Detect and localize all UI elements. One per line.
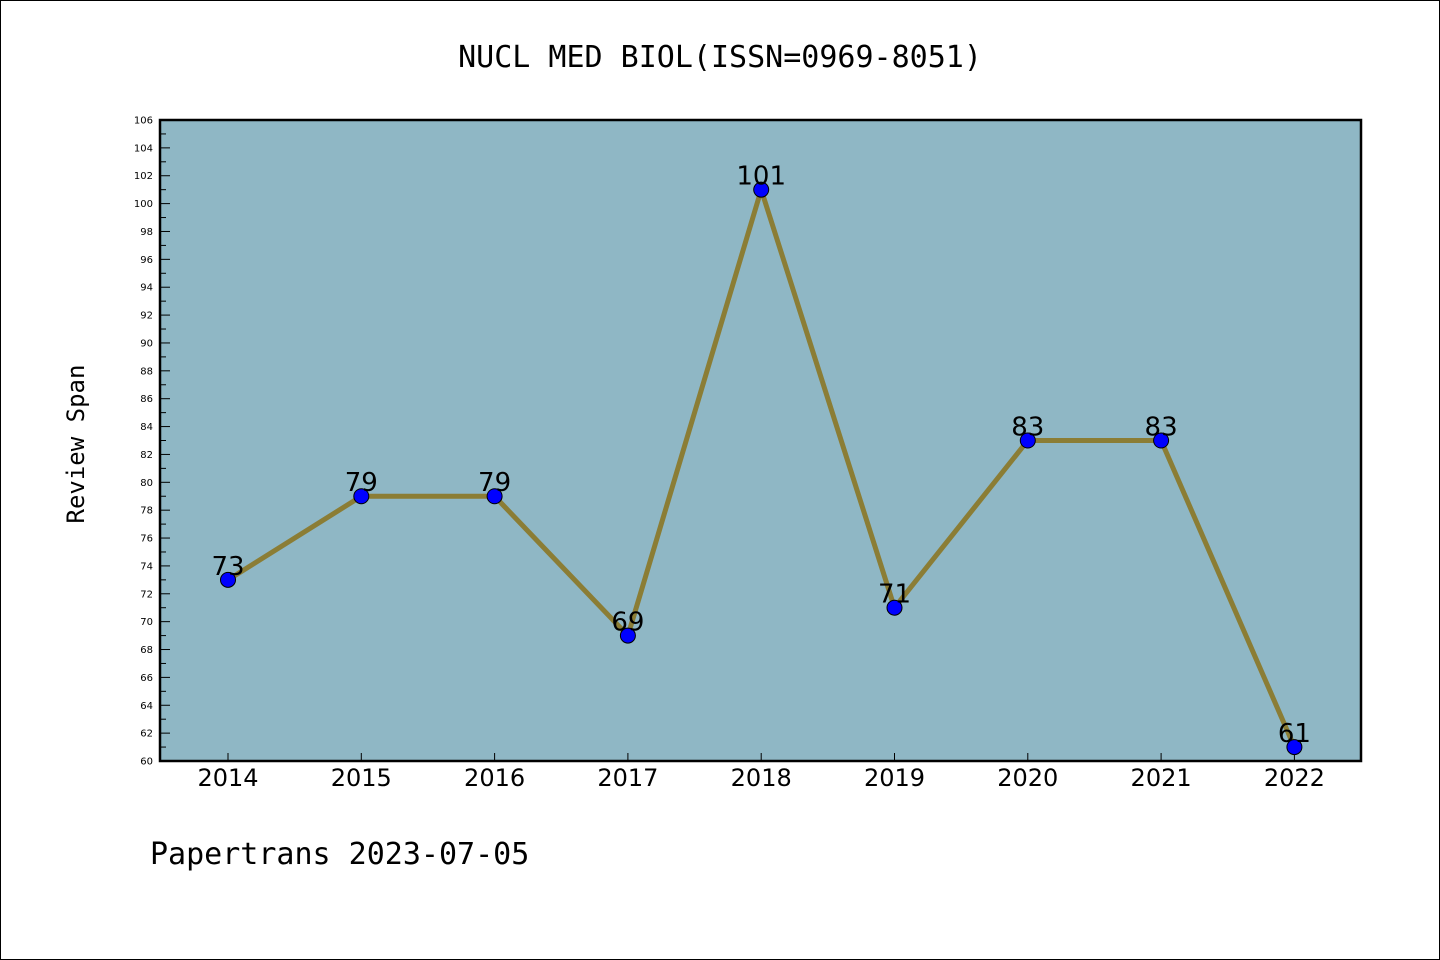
data-point (1153, 432, 1170, 449)
y-tick-label: 104 (134, 143, 153, 154)
y-tick-label: 94 (140, 283, 153, 294)
y-tick-label: 92 (140, 311, 153, 322)
y-tick-label: 90 (140, 338, 153, 349)
x-tick-label: 2016 (464, 764, 525, 792)
data-label: 101 (736, 162, 786, 192)
y-axis: 60 62 64 66 68 70 72 74 76 78 80 82 84 86 88 90 92 94 96 98… (134, 116, 170, 768)
data-point (220, 571, 236, 588)
data-label: 79 (345, 468, 378, 498)
data-point (353, 488, 370, 505)
y-tick-label: 64 (140, 701, 153, 712)
y-axis-label: Review Span (62, 365, 90, 524)
plot-border (158, 118, 1363, 763)
x-tick-label: 2019 (864, 764, 925, 792)
data-labels: 73 79 79 69 101 71 83 83 61 (211, 162, 1310, 749)
data-point (753, 181, 770, 198)
data-point (619, 627, 636, 644)
chart-title: NUCL MED BIOL(ISSN=0969-8051) (458, 40, 982, 75)
y-tick-label: 102 (134, 171, 153, 182)
data-label: 69 (611, 608, 644, 638)
y-tick-label: 60 (140, 757, 153, 768)
x-tick-label: 2017 (597, 764, 658, 792)
data-label: 79 (478, 468, 511, 498)
x-tick-label: 2014 (197, 764, 258, 792)
data-point (1286, 739, 1303, 756)
data-points (220, 181, 1303, 756)
data-point (486, 488, 503, 505)
y-tick-label: 100 (134, 199, 153, 210)
x-tick-label: 2018 (731, 764, 792, 792)
y-tick-label: 66 (140, 673, 153, 684)
y-tick-label: 84 (140, 422, 153, 433)
data-label: 61 (1278, 719, 1311, 749)
data-label: 71 (878, 580, 911, 610)
y-tick-label: 106 (134, 116, 153, 127)
y-tick-label: 74 (140, 561, 153, 572)
x-tick-label: 2021 (1131, 764, 1192, 792)
y-tick-label: 80 (140, 478, 153, 489)
y-tick-label: 98 (140, 227, 153, 238)
data-label: 83 (1011, 413, 1044, 443)
data-label: 83 (1145, 413, 1178, 443)
footer-date: Papertrans 2023-07-05 (150, 837, 529, 872)
data-point (886, 599, 903, 616)
x-tick-label: 2015 (331, 764, 392, 792)
y-tick-label: 96 (140, 255, 153, 266)
plot-area (160, 120, 1361, 761)
y-tick-label: 86 (140, 394, 153, 405)
data-point (1019, 432, 1036, 449)
y-tick-label: 76 (140, 534, 153, 545)
y-tick-label: 68 (140, 645, 153, 656)
y-tick-label: 72 (140, 589, 153, 600)
y-tick-label: 88 (140, 366, 153, 377)
x-tick-label: 2022 (1264, 764, 1325, 792)
x-tick-label: 2020 (997, 764, 1058, 792)
data-label: 73 (211, 552, 244, 582)
y-tick-label: 70 (140, 617, 153, 628)
y-tick-label: 82 (140, 450, 153, 461)
y-tick-label: 78 (140, 506, 153, 517)
y-tick-label: 62 (140, 729, 153, 740)
x-axis: 2014 2015 2016 2017 2018 2019 2020 2021 2022 (197, 753, 1325, 792)
